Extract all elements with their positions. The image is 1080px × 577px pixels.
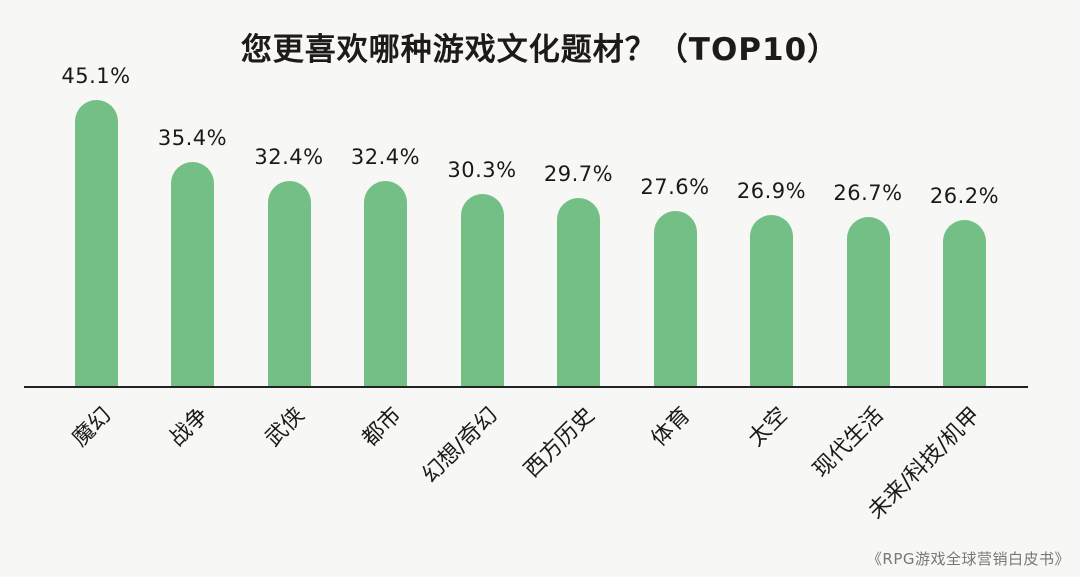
bar-value-label: 32.4% bbox=[254, 144, 324, 169]
bar bbox=[460, 193, 504, 386]
category-label: 武侠 bbox=[260, 402, 310, 452]
category-label: 体育 bbox=[646, 402, 696, 452]
category-label: 都市 bbox=[357, 402, 407, 452]
bar-value-label: 27.6% bbox=[640, 174, 710, 199]
bar bbox=[74, 100, 118, 386]
bar bbox=[364, 180, 407, 386]
category-label: 太空 bbox=[743, 402, 793, 452]
bar-value-label: 26.9% bbox=[736, 179, 807, 204]
bar-value-label: 30.3% bbox=[447, 157, 517, 182]
bar bbox=[557, 197, 600, 386]
bar-value-label: 32.4% bbox=[350, 144, 421, 169]
bar bbox=[750, 215, 793, 386]
bar bbox=[267, 180, 311, 386]
category-label: 魔幻 bbox=[67, 402, 117, 452]
bar bbox=[846, 216, 890, 386]
bar-value-label: 29.7% bbox=[543, 161, 614, 186]
category-label: 现代生活 bbox=[808, 402, 889, 483]
source-caption: 《RPG游戏全球营销白皮书》 bbox=[866, 550, 1070, 568]
bar-value-label: 35.4% bbox=[157, 125, 228, 150]
bar bbox=[171, 161, 214, 386]
category-label: 西方历史 bbox=[519, 402, 600, 483]
category-label: 幻想/奇幻 bbox=[417, 402, 503, 488]
bar bbox=[653, 210, 697, 386]
bar-value-label: 26.2% bbox=[929, 183, 1000, 208]
bar bbox=[943, 219, 986, 386]
x-axis-line bbox=[24, 386, 1028, 388]
bar-value-label: 26.7% bbox=[833, 180, 903, 205]
bar-value-label: 45.1% bbox=[61, 64, 131, 88]
category-label: 战争 bbox=[164, 402, 214, 452]
chart-title: 您更喜欢哪种游戏文化题材？（TOP10） bbox=[240, 32, 840, 68]
